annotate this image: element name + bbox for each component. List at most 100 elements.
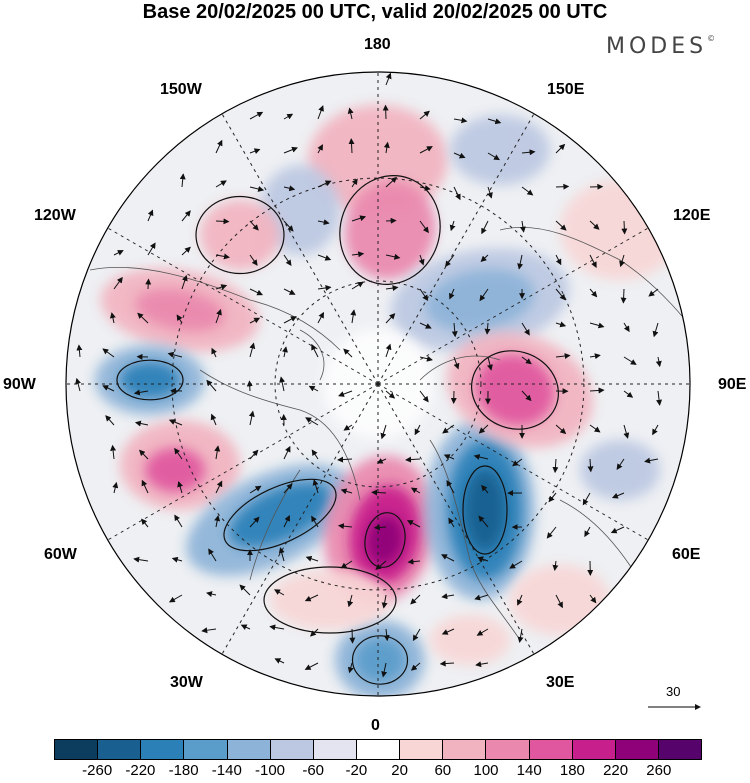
map-disc [66, 72, 690, 696]
wind-vector [274, 658, 285, 664]
colorbar-tick-label: 140 [516, 762, 542, 779]
wind-vector [521, 186, 534, 196]
lon-label-0: 0 [371, 717, 380, 734]
wind-vector [249, 148, 261, 154]
wind-vector [177, 480, 183, 494]
wind-vector [487, 152, 500, 161]
colorbar-segment [658, 740, 702, 759]
wind-vector [337, 523, 353, 530]
wind-vector [380, 424, 387, 440]
wind-vector [249, 111, 264, 120]
wind-vector [516, 594, 523, 606]
wind-vector [113, 250, 124, 256]
wind-vector [317, 311, 324, 324]
wind-vector [249, 485, 262, 494]
lon-label-60w: 60W [44, 546, 77, 563]
wind-vector [611, 492, 625, 499]
wind-vector [552, 458, 559, 474]
wind-vector [206, 379, 217, 392]
anomaly-cell [430, 615, 510, 665]
wind-vector [343, 348, 353, 358]
wind-vector [283, 515, 290, 528]
wind-vector [616, 458, 625, 470]
wind-vector [487, 186, 493, 199]
wind-vector [517, 628, 524, 643]
wind-vector [406, 520, 421, 528]
meridian-line [107, 383, 379, 541]
contour-line [351, 635, 409, 685]
wind-vector [453, 117, 468, 124]
wind-vector [555, 288, 566, 301]
wind-vector [552, 560, 559, 572]
wind-vector [211, 347, 217, 358]
wind-vector [311, 343, 319, 358]
wind-vector [648, 288, 659, 297]
colorbar-tick-label: -220 [125, 762, 156, 779]
wind-vector [582, 492, 591, 506]
wind-vector [555, 353, 571, 359]
anomaly-cell [355, 638, 405, 682]
wind-vector [317, 180, 332, 188]
wind-vector [249, 254, 258, 266]
colorbar-segment [98, 740, 142, 759]
coastline [89, 267, 341, 351]
anomaly-cell [260, 165, 340, 255]
colorbar-tick-label: 180 [559, 762, 585, 779]
wind-vector [449, 288, 455, 300]
wind-vector [385, 313, 396, 324]
meridian-line [221, 383, 379, 655]
meridian-line [221, 113, 379, 385]
contour-line [263, 566, 397, 634]
wind-vector [521, 322, 530, 336]
wind-vector [481, 484, 489, 494]
anomaly-cell [344, 180, 436, 280]
wind-vector [474, 594, 489, 601]
wind-vector [134, 420, 149, 427]
wind-vector [476, 628, 489, 636]
wind-vector [181, 274, 188, 290]
wind-vector [283, 146, 298, 154]
wind-vector [240, 624, 251, 630]
wind-vector [381, 594, 388, 609]
anomaly-cell [229, 482, 331, 548]
wind-vector [548, 492, 557, 503]
wind-vector [141, 518, 149, 528]
anomaly-cell [560, 180, 680, 280]
wind-vector [208, 548, 217, 562]
wind-vector [443, 454, 455, 460]
latitude-circle [274, 280, 482, 488]
colorbar-segment [227, 740, 271, 759]
wind-vector [385, 390, 396, 399]
coastline [199, 369, 361, 501]
wind-vector [305, 417, 319, 426]
wind-vector [137, 312, 149, 324]
wind-vector [214, 514, 221, 528]
wind-vector [340, 488, 353, 495]
lon-label-150w: 150W [160, 81, 202, 98]
wind-vector [311, 449, 319, 460]
colorbar-tick-label: 100 [473, 762, 499, 779]
wind-vector [206, 591, 217, 597]
wind-vector [109, 312, 116, 324]
coastline [419, 355, 501, 381]
colorbar-tick-label: -260 [82, 762, 113, 779]
wind-vector [215, 218, 230, 225]
wind-vector [414, 424, 421, 436]
wind-vector [371, 489, 387, 496]
wind-vector [317, 254, 332, 261]
wind-vector [441, 628, 455, 635]
wind-vector [215, 480, 223, 494]
wind-vector [311, 515, 319, 528]
wind-vector [340, 560, 353, 569]
colorbar-segment [400, 740, 444, 759]
wind-vector [439, 660, 455, 667]
colorbar-segment [55, 740, 99, 759]
wind-vector [283, 445, 291, 460]
wind-vector [589, 387, 605, 394]
wind-vector [338, 390, 353, 397]
wind-vector [453, 152, 466, 159]
colorbar-tick-label: 60 [434, 762, 452, 779]
colorbar-segment [184, 740, 228, 759]
wind-vector [279, 376, 286, 392]
wind-vector [385, 253, 401, 260]
